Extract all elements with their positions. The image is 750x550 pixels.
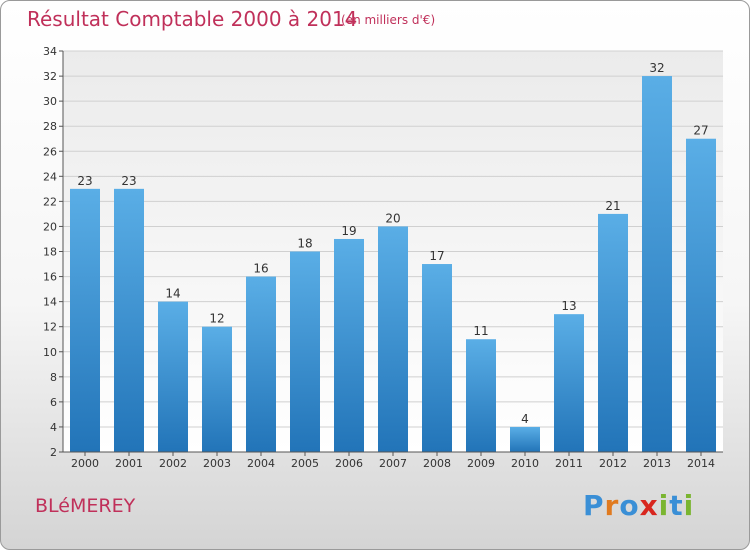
y-tick-label: 28: [43, 120, 57, 133]
logo-letter: r: [604, 489, 620, 522]
y-tick-label: 8: [50, 371, 57, 384]
chart-subtitle: (en milliers d'€): [341, 13, 436, 27]
y-tick-label: 20: [43, 220, 57, 233]
bar-2002: [158, 301, 188, 452]
chart-title: Résultat Comptable 2000 à 2014: [27, 7, 358, 31]
x-tick-label-2008: 2008: [423, 457, 451, 470]
y-tick-label: 26: [43, 145, 57, 158]
y-tick-label: 4: [50, 421, 57, 434]
data-label-2008: 17: [429, 249, 444, 263]
bar-2011: [554, 314, 584, 452]
y-tick-label: 2: [50, 446, 57, 459]
data-label-2000: 23: [77, 174, 92, 188]
bar-2008: [422, 264, 452, 452]
data-label-2010: 4: [521, 412, 529, 426]
data-label-2002: 14: [165, 287, 180, 301]
y-tick-label: 16: [43, 271, 57, 284]
y-tick-label: 12: [43, 321, 57, 334]
bar-2000: [70, 188, 100, 452]
y-tick-label: 6: [50, 396, 57, 409]
data-label-2005: 18: [297, 237, 312, 251]
logo-letter: i: [658, 489, 670, 522]
bars: 23 23 14 12 16 18 19 20 17 11 4 13 21 32 27: [70, 61, 716, 452]
data-label-2001: 23: [121, 174, 136, 188]
x-tick-label-2006: 2006: [335, 457, 363, 470]
x-tick-label-2013: 2013: [643, 457, 671, 470]
bar-2005: [290, 251, 320, 452]
x-tick-label-2009: 2009: [467, 457, 495, 470]
data-label-2013: 32: [649, 61, 664, 75]
x-tick-label-2002: 2002: [159, 457, 187, 470]
x-tick-label-2012: 2012: [599, 457, 627, 470]
bar-2003: [202, 326, 232, 452]
x-tick-label-2010: 2010: [511, 457, 539, 470]
y-tick-label: 24: [43, 170, 57, 183]
y-tick-label: 14: [43, 296, 57, 309]
logo-letter: P: [583, 489, 605, 522]
x-tick-label-2011: 2011: [555, 457, 583, 470]
data-label-2014: 27: [693, 124, 708, 138]
x-tick-label-2007: 2007: [379, 457, 407, 470]
bar-2004: [246, 276, 276, 452]
data-label-2009: 11: [473, 324, 488, 338]
x-tick-label-2000: 2000: [71, 457, 99, 470]
logo-letter: x: [639, 489, 659, 522]
data-label-2007: 20: [385, 211, 400, 225]
data-label-2003: 12: [209, 312, 224, 326]
x-tick-label-2004: 2004: [247, 457, 275, 470]
town-name: BLéMEREY: [35, 495, 136, 517]
bar-2014: [686, 138, 716, 452]
x-tick-label-2001: 2001: [115, 457, 143, 470]
x-tick-label-2003: 2003: [203, 457, 231, 470]
bar-2001: [114, 188, 144, 452]
data-label-2004: 16: [253, 262, 268, 276]
bar-2012: [598, 213, 628, 452]
bar-2006: [334, 238, 364, 452]
proxiti-logo: Proxiti: [583, 489, 694, 522]
logo-letter: i: [683, 489, 695, 522]
y-tick-label: 10: [43, 346, 57, 359]
y-tick-label: 18: [43, 246, 57, 259]
bar-2010: [510, 426, 540, 452]
y-tick-label: 22: [43, 195, 57, 208]
logo-letter: t: [669, 489, 684, 522]
x-tick-label-2014: 2014: [687, 457, 715, 470]
y-tick-label: 30: [43, 95, 57, 108]
bar-2007: [378, 226, 408, 452]
data-label-2011: 13: [561, 299, 576, 313]
bar-2013: [642, 76, 672, 452]
data-label-2012: 21: [605, 199, 620, 213]
y-tick-label: 34: [43, 45, 57, 58]
data-label-2006: 19: [341, 224, 356, 238]
logo-letter: o: [619, 489, 640, 522]
bar-2009: [466, 339, 496, 452]
x-tick-label-2005: 2005: [291, 457, 319, 470]
y-tick-label: 32: [43, 70, 57, 83]
